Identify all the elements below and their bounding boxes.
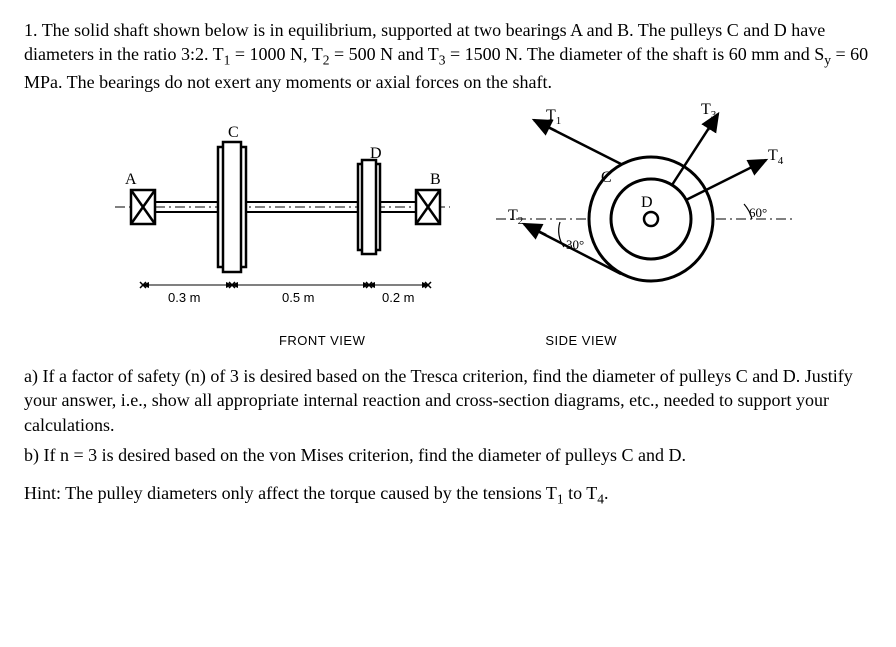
hint-text-1: Hint: The pulley diameters only affect t…	[24, 483, 557, 503]
part-b: b) If n = 3 is desired based on the von …	[24, 443, 872, 467]
hint-text-3: .	[604, 483, 609, 503]
intro-text-2: = 1000 N, T	[230, 44, 322, 64]
t4-label: T4	[768, 147, 784, 167]
front-view-diagram: A C D B 0.3 m 0.5 m 0.2 m	[90, 102, 470, 322]
dim-2: 0.5 m	[282, 290, 315, 305]
problem-number: 1.	[24, 20, 38, 40]
front-view-caption: FRONT VIEW	[279, 332, 365, 350]
intro-text-4: = 1500 N. The diameter of the shaft is 6…	[446, 44, 825, 64]
dim-3: 0.2 m	[382, 290, 415, 305]
part-a: a) If a factor of safety (n) of 3 is des…	[24, 364, 872, 437]
intro-text-3: = 500 N and T	[329, 44, 438, 64]
dim-1: 0.3 m	[168, 290, 201, 305]
t3-label: T3	[701, 102, 717, 121]
hint-text-2: to T	[564, 483, 598, 503]
figure-container: A C D B 0.3 m 0.5 m 0.2 m	[24, 102, 872, 350]
t1-label: T1	[546, 107, 561, 127]
side-view-diagram: C D 30° 60° T1 T2 T3 T4	[486, 102, 806, 322]
angle-60: 60°	[749, 205, 767, 220]
t2-label: T2	[508, 207, 523, 227]
label-c: C	[228, 124, 239, 141]
side-label-d: D	[641, 194, 653, 211]
side-label-c: C	[601, 169, 612, 186]
label-b: B	[430, 171, 441, 188]
hint-sub-1: 1	[557, 492, 564, 507]
label-a: A	[125, 171, 137, 188]
problem-statement: 1. The solid shaft shown below is in equ…	[24, 18, 872, 94]
angle-30: 30°	[566, 237, 584, 252]
hint: Hint: The pulley diameters only affect t…	[24, 481, 872, 509]
side-view-caption: SIDE VIEW	[545, 332, 617, 350]
label-d: D	[370, 145, 382, 162]
sub-3: 3	[439, 53, 446, 68]
